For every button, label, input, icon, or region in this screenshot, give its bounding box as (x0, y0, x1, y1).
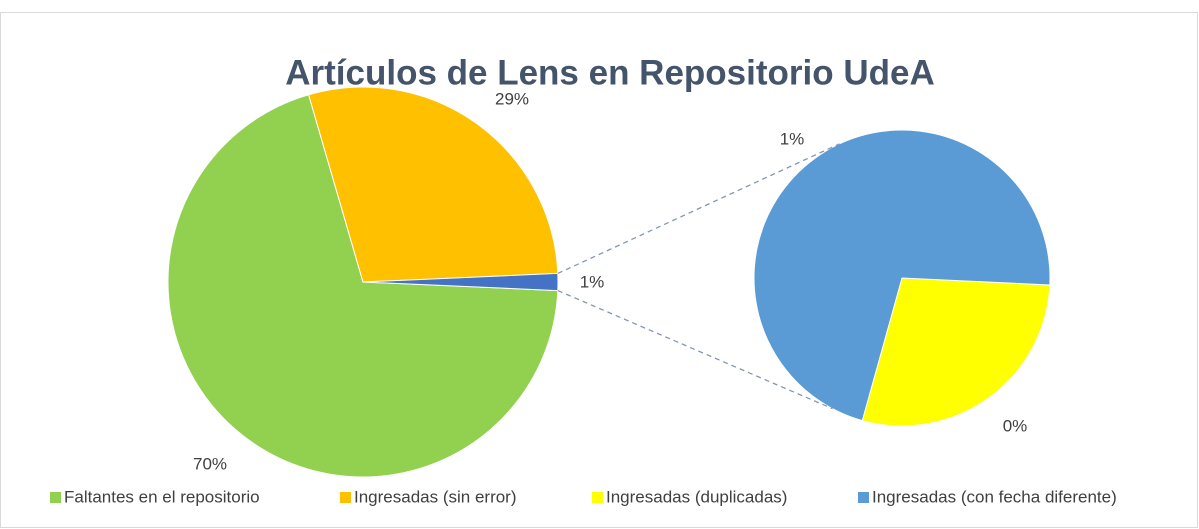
data-label: 70% (193, 454, 227, 473)
legend-label: Ingresadas (duplicadas) (606, 487, 787, 506)
chart-title: Artículos de Lens en Repositorio UdeA (285, 53, 935, 92)
data-label: 1% (580, 272, 605, 291)
legend-label: Ingresadas (sin error) (354, 487, 517, 506)
pie-slice (753, 129, 1051, 422)
legend-swatch (50, 492, 61, 503)
pie-slice (307, 86, 559, 283)
legend-swatch (340, 492, 351, 503)
legend-swatch (592, 492, 603, 503)
legend-swatch (858, 492, 869, 503)
legend-label: Ingresadas (con fecha diferente) (872, 487, 1117, 506)
data-label: 29% (495, 89, 529, 108)
pie-slice (861, 277, 1051, 427)
pie-slice (167, 94, 559, 478)
legend-label: Faltantes en el repositorio (64, 487, 260, 506)
pie-slice (362, 272, 559, 292)
connector-line (557, 289, 833, 410)
connector-line (557, 143, 840, 275)
data-label: 0% (1003, 416, 1028, 435)
data-label: 1% (780, 129, 805, 148)
